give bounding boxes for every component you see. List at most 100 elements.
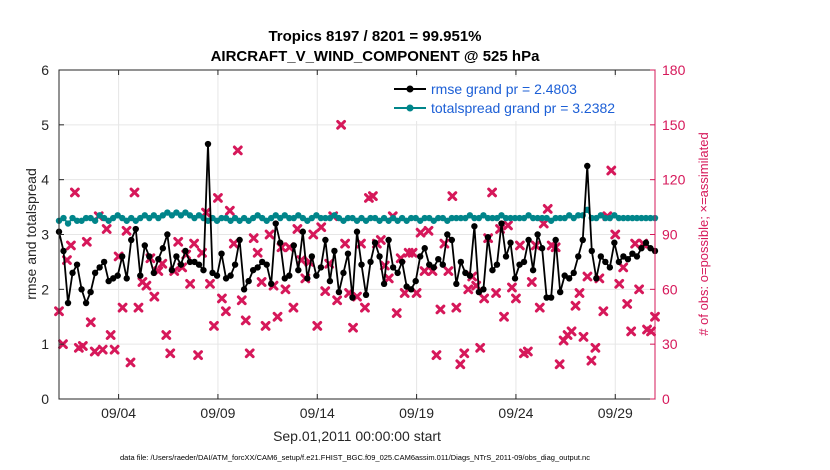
totalspread-point <box>552 214 559 222</box>
rmse-point <box>421 245 428 252</box>
x-tick-label: 09/24 <box>498 405 533 421</box>
obs-assimilated-point <box>606 165 617 176</box>
rmse-point <box>114 272 121 279</box>
y-tick-label: 4 <box>41 172 49 188</box>
rmse-point <box>602 258 609 266</box>
rmse-point <box>123 275 130 282</box>
obs-assimilated-point <box>85 317 96 328</box>
rmse-point <box>141 242 148 249</box>
rmse-point <box>570 269 577 277</box>
rmse-point <box>69 269 76 277</box>
obs-assimilated-point <box>522 346 533 357</box>
obs-assimilated-point <box>340 238 350 249</box>
obs-assimilated-point <box>515 240 525 251</box>
rmse-point <box>611 239 618 246</box>
rmse-point <box>78 286 85 293</box>
rmse-point <box>385 236 392 244</box>
obs-assimilated-point <box>66 240 76 251</box>
y-tick-label: 3 <box>41 227 49 243</box>
rmse-point <box>64 299 72 307</box>
legend-rmse-label: rmse grand pr = 2.4803 <box>431 81 577 97</box>
totalspread-point <box>91 217 99 224</box>
rmse-point <box>353 228 361 235</box>
rmse-point <box>525 236 532 244</box>
obs-assimilated-point <box>618 262 629 273</box>
obs-assimilated-point <box>81 236 92 247</box>
obs-assimilated-point <box>610 229 621 240</box>
rmse-point <box>213 272 221 279</box>
totalspread-point <box>317 214 325 222</box>
obs-assimilated-point <box>622 299 633 309</box>
totalspread-point <box>538 214 546 222</box>
obs-assimilated-point <box>511 293 521 304</box>
rmse-point <box>371 239 379 246</box>
obs-assimilated-point <box>455 359 466 370</box>
obs-assimilated-point <box>391 308 402 318</box>
totalspread-point <box>435 214 442 222</box>
obs-assimilated-point <box>228 238 239 249</box>
chart-title: Tropics 8197 / 8201 = 99.951% <box>268 28 481 45</box>
rmse-point <box>362 291 370 299</box>
totalspread-point <box>453 214 460 222</box>
totalspread-point <box>82 214 90 222</box>
totalspread-point <box>73 217 81 224</box>
rmse-point <box>254 264 261 271</box>
rmse-point <box>439 261 446 268</box>
rmse-point <box>87 288 94 296</box>
rmse-point <box>367 258 374 266</box>
obs-assimilated-point <box>646 326 656 337</box>
obs-assimilated-point <box>435 304 446 315</box>
y-axis-left: 0 1 2 3 4 5 6 <box>41 62 64 407</box>
obs-assimilated-point <box>578 331 589 342</box>
obs-assimilated-point <box>507 282 517 293</box>
totalspread-point <box>642 214 650 222</box>
totalspread-point <box>448 214 456 222</box>
rmse-point <box>511 275 519 282</box>
rmse-point <box>457 258 465 266</box>
obs-assimilated-point <box>129 187 140 198</box>
legend-rmse-marker <box>406 85 414 93</box>
obs-assimilated-point <box>280 284 291 295</box>
rmse-point <box>304 275 311 282</box>
rmse-point <box>579 236 586 244</box>
rmse-point <box>177 261 185 268</box>
obs-assimilated-point <box>252 247 263 258</box>
rmse-point <box>159 245 167 252</box>
rmse-point <box>633 253 641 260</box>
totalspread-point <box>629 214 636 222</box>
y-right-tick-label: 120 <box>662 172 686 188</box>
rmse-point <box>96 264 103 271</box>
obs-assimilated-point <box>423 225 434 236</box>
obs-assimilated-point <box>205 278 215 289</box>
rmse-point <box>606 264 614 271</box>
x-axis-label: Sep.01,2011 00:00:00 start <box>273 428 441 444</box>
obs-assimilated-point <box>209 320 219 331</box>
rmse-point <box>534 231 541 238</box>
totalspread-point <box>489 214 496 222</box>
rmse-point <box>344 250 352 257</box>
rmse-point <box>484 234 492 241</box>
obs-assimilated-point <box>161 330 172 340</box>
obs-assimilated-point <box>586 355 597 366</box>
rmse-point <box>60 247 67 255</box>
rmse-point <box>380 280 388 288</box>
x-tick-label: 09/19 <box>399 405 434 421</box>
obs-assimilated-point <box>117 302 128 313</box>
rmse-point <box>286 272 293 279</box>
obs-assimilated-point <box>590 342 601 353</box>
totalspread-point <box>322 214 329 222</box>
y-tick-label: 5 <box>41 117 49 133</box>
rmse-point <box>588 247 595 255</box>
obs-assimilated-point <box>260 320 271 331</box>
totalspread-point <box>638 214 645 222</box>
obs-assimilated-point <box>570 300 581 311</box>
obs-assimilated-point <box>256 277 267 287</box>
rmse-point <box>466 272 474 279</box>
obs-assimilated-point <box>487 187 497 198</box>
rmse-point <box>448 236 456 244</box>
obs-assimilated-point <box>272 311 283 322</box>
totalspread-point <box>620 214 627 222</box>
rmse-point <box>493 261 501 268</box>
obs-assimilated-point <box>630 238 641 249</box>
